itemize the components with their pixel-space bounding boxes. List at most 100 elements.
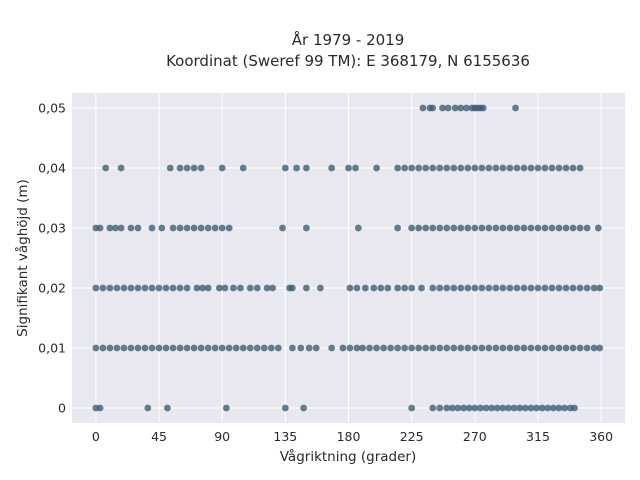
data-point	[450, 224, 458, 232]
data-point	[162, 344, 170, 352]
data-point	[506, 224, 514, 232]
data-point	[269, 284, 277, 292]
data-point	[443, 404, 451, 412]
data-point	[521, 404, 529, 412]
data-point	[492, 224, 500, 232]
data-point	[394, 284, 402, 292]
data-point	[211, 344, 219, 352]
x-axis-ticks: 0 45 90 135 180 225 270 315 360	[92, 429, 613, 444]
data-point	[527, 284, 535, 292]
data-point	[569, 224, 577, 232]
data-point	[346, 344, 354, 352]
data-point	[359, 344, 366, 352]
data-point	[415, 164, 423, 172]
data-point	[443, 284, 451, 292]
data-point	[99, 284, 107, 292]
data-point	[418, 284, 425, 292]
data-point	[462, 104, 470, 112]
data-point	[471, 344, 479, 352]
data-point	[482, 404, 490, 412]
data-point	[197, 344, 205, 352]
data-point	[190, 344, 198, 352]
data-point	[550, 404, 557, 412]
data-point	[541, 164, 549, 172]
data-point	[548, 164, 556, 172]
data-point	[239, 344, 247, 352]
data-point	[443, 344, 451, 352]
data-point	[555, 344, 563, 352]
data-point	[562, 224, 570, 232]
data-point	[193, 284, 201, 292]
data-point	[92, 284, 100, 292]
data-point	[548, 344, 556, 352]
data-point	[541, 224, 549, 232]
data-point	[457, 104, 465, 112]
data-point	[533, 404, 540, 412]
y-tick-label: 0,05	[38, 101, 66, 116]
data-point	[312, 344, 320, 352]
data-point	[408, 284, 416, 292]
data-point	[527, 344, 535, 352]
data-point	[387, 344, 395, 352]
data-point	[450, 164, 458, 172]
data-point	[120, 284, 128, 292]
data-point	[297, 344, 305, 352]
chart-title-line2: Koordinat (Sweref 99 TM): E 368179, N 61…	[166, 52, 530, 70]
data-point	[576, 224, 584, 232]
data-point	[211, 224, 219, 232]
data-point	[499, 344, 507, 352]
data-point	[596, 284, 604, 292]
data-point	[576, 164, 584, 172]
data-point	[569, 344, 577, 352]
x-tick-label: 45	[151, 429, 167, 444]
data-point	[548, 284, 556, 292]
data-point	[576, 284, 584, 292]
data-point	[451, 104, 459, 112]
data-point	[267, 344, 275, 352]
data-point	[253, 344, 261, 352]
data-point	[204, 224, 212, 232]
data-point	[197, 164, 205, 172]
data-point	[460, 404, 467, 412]
data-point	[464, 164, 472, 172]
data-point	[164, 404, 171, 412]
data-point	[408, 404, 416, 412]
data-point	[221, 284, 229, 292]
data-point	[478, 164, 486, 172]
data-point	[394, 224, 402, 232]
x-tick-label: 225	[400, 429, 424, 444]
data-point	[429, 284, 437, 292]
data-point	[516, 404, 524, 412]
data-point	[222, 404, 230, 412]
data-point	[169, 344, 177, 352]
data-point	[450, 284, 458, 292]
data-point	[117, 224, 125, 232]
data-point	[527, 224, 535, 232]
data-point	[176, 164, 184, 172]
data-point	[555, 164, 563, 172]
data-point	[583, 344, 591, 352]
data-point	[478, 284, 486, 292]
data-point	[513, 344, 521, 352]
data-point	[457, 224, 465, 232]
data-point	[190, 164, 198, 172]
data-point	[99, 344, 107, 352]
data-point	[527, 164, 535, 172]
data-point	[144, 404, 152, 412]
data-point	[422, 164, 430, 172]
data-point	[225, 224, 233, 232]
data-point	[183, 224, 191, 232]
data-point	[199, 284, 206, 292]
data-point	[155, 344, 163, 352]
data-point	[274, 344, 282, 352]
data-point	[457, 284, 465, 292]
y-tick-label: 0,04	[38, 161, 66, 176]
y-axis-label: Signifikant våghöjd (m)	[14, 179, 31, 337]
data-point	[492, 164, 500, 172]
data-point	[176, 284, 184, 292]
data-point	[134, 344, 142, 352]
data-point	[429, 164, 437, 172]
data-point	[106, 344, 114, 352]
data-point	[471, 284, 479, 292]
